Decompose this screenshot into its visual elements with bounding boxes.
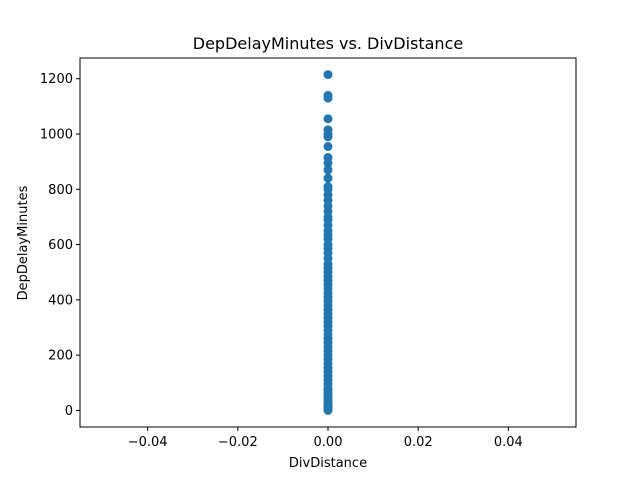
y-tick-label: 0 bbox=[65, 404, 73, 419]
data-point bbox=[323, 70, 333, 80]
y-tick-label: 1000 bbox=[40, 128, 73, 143]
data-point bbox=[323, 141, 333, 151]
data-point bbox=[323, 93, 333, 103]
y-tick-label: 400 bbox=[48, 293, 73, 308]
data-point bbox=[323, 165, 333, 175]
y-axis-label: DepDelayMinutes bbox=[16, 185, 31, 300]
data-point bbox=[323, 173, 333, 183]
x-tick-label: 0.02 bbox=[404, 435, 433, 450]
x-tick-label: 0.00 bbox=[314, 435, 343, 450]
y-tick-label: 800 bbox=[48, 183, 73, 198]
y-tick-label: 600 bbox=[48, 238, 73, 253]
y-tick-label: 200 bbox=[48, 349, 73, 364]
chart-title: DepDelayMinutes vs. DivDistance bbox=[193, 34, 463, 53]
data-point bbox=[323, 114, 333, 124]
x-tick-label: −0.04 bbox=[128, 435, 168, 450]
data-point bbox=[323, 132, 333, 142]
x-axis-ticks: −0.04 −0.02 0.00 0.02 0.04 bbox=[128, 427, 523, 450]
data-points bbox=[323, 70, 333, 415]
y-tick-label: 1200 bbox=[40, 72, 73, 87]
x-tick-label: 0.04 bbox=[494, 435, 523, 450]
y-axis-ticks: 0 200 400 600 800 1000 1200 bbox=[40, 72, 80, 419]
data-point bbox=[323, 158, 333, 168]
x-tick-label: −0.02 bbox=[218, 435, 258, 450]
x-axis-label: DivDistance bbox=[289, 456, 367, 471]
data-point bbox=[323, 405, 333, 415]
